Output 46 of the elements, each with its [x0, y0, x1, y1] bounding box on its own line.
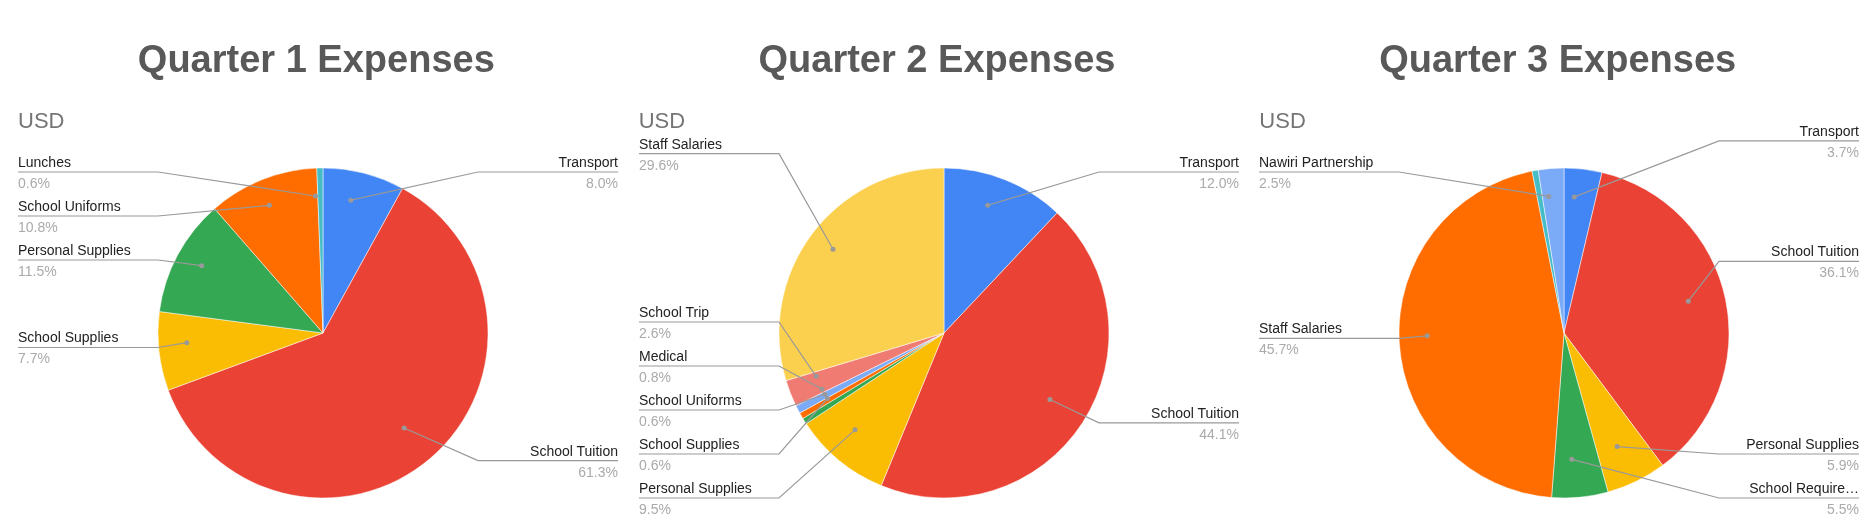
slice-label: School Require…: [1749, 480, 1860, 496]
slice-label: School Supplies: [638, 436, 740, 452]
data-label: 3.7%: [1827, 143, 1860, 160]
slice-label: School Tuition: [530, 442, 618, 459]
slice-label: Medical: [638, 348, 687, 364]
data-label: 5.9%: [1827, 457, 1860, 473]
slice-label: School Uniforms: [18, 198, 121, 214]
slice-label: School Uniforms: [638, 392, 742, 408]
slice-label: Nawiri Partnership: [1259, 154, 1374, 170]
slice-label: School Tuition: [1150, 404, 1239, 421]
slice-label: Lunches: [18, 154, 71, 170]
data-label: 8.0%: [586, 175, 618, 191]
chart-title: Quarter 2 Expenses: [757, 38, 1117, 81]
chart-title: Quarter 1 Expenses: [136, 38, 496, 81]
data-label: 0.6%: [638, 457, 671, 473]
slice-label: Transport: [1799, 122, 1860, 139]
data-label: 36.1%: [1819, 264, 1860, 281]
data-label: 12.0%: [1198, 175, 1239, 191]
chart-subtitle: USD: [638, 108, 686, 134]
data-label: 2.6%: [638, 325, 671, 341]
chart-title: Quarter 3 Expenses: [1378, 38, 1738, 81]
data-label: 9.5%: [638, 501, 671, 517]
slice-label: Transport: [558, 154, 619, 170]
data-label: 45.7%: [1259, 341, 1300, 358]
data-label: 5.5%: [1827, 501, 1860, 517]
slice-label: Personal Supplies: [18, 242, 131, 258]
data-label: 61.3%: [578, 463, 618, 480]
slice-label: School Tuition: [1771, 243, 1860, 260]
slice-label: School Supplies: [18, 329, 119, 346]
data-label: 0.8%: [638, 369, 671, 385]
slice-label: School Trip: [638, 304, 709, 320]
data-label: 7.7%: [18, 350, 50, 367]
chart-subtitle: USD: [18, 108, 65, 134]
data-label: 2.5%: [1259, 175, 1292, 191]
data-label: 10.8%: [18, 219, 58, 235]
data-label: 29.6%: [638, 156, 679, 173]
slice-label: Transport: [1179, 154, 1239, 170]
slice-label: Staff Salaries: [1259, 320, 1343, 337]
chart-subtitle: USD: [1259, 108, 1306, 134]
slice-label: Staff Salaries: [638, 135, 722, 152]
data-label: 0.6%: [18, 175, 50, 191]
data-label: 0.6%: [638, 413, 671, 429]
data-label: 44.1%: [1198, 425, 1239, 442]
data-label: 11.5%: [18, 263, 57, 279]
slice-label: Personal Supplies: [1746, 436, 1860, 452]
slice-label: Personal Supplies: [638, 480, 752, 496]
